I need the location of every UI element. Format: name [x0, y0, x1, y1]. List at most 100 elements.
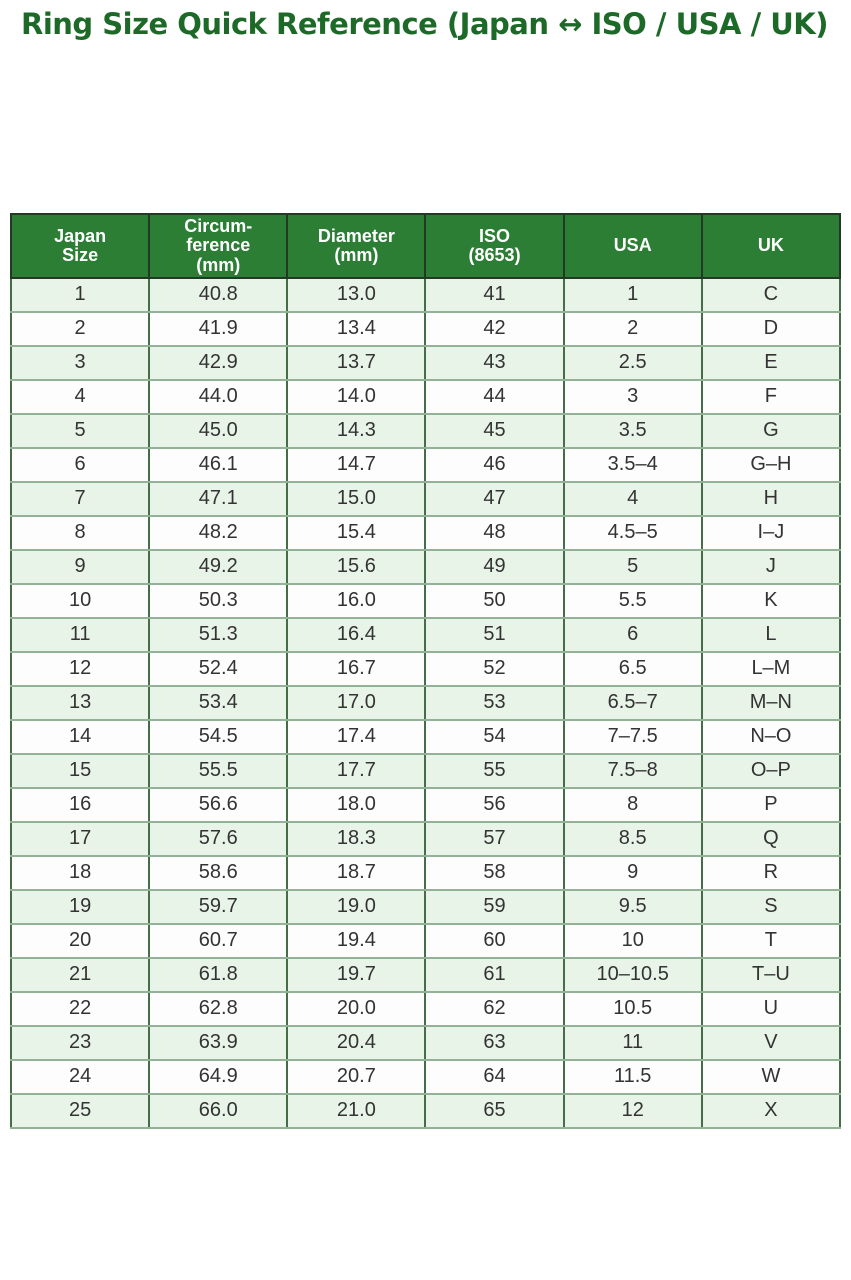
cell-iso: 48 — [424, 514, 565, 551]
cell-japan-size: 14 — [9, 718, 151, 755]
cell-circumference: 47.1 — [148, 480, 289, 517]
table-row: 8 48.2 15.4 48 4.5–5 I–J — [9, 514, 842, 551]
table-row: 6 46.1 14.7 46 3.5–4 G–H — [9, 446, 842, 483]
cell-japan-size: 8 — [9, 514, 151, 551]
cell-circumference: 40.8 — [148, 276, 289, 313]
cell-circumference: 44.0 — [148, 378, 289, 415]
cell-usa: 9.5 — [562, 888, 703, 925]
cell-iso: 58 — [424, 854, 565, 891]
cell-japan-size: 12 — [9, 650, 151, 687]
cell-uk: C — [700, 276, 842, 313]
cell-japan-size: 2 — [9, 310, 151, 347]
cell-circumference: 48.2 — [148, 514, 289, 551]
cell-uk: X — [700, 1092, 842, 1129]
cell-circumference: 46.1 — [148, 446, 289, 483]
cell-usa: 6 — [562, 616, 703, 653]
cell-circumference: 49.2 — [148, 548, 289, 585]
cell-uk: H — [700, 480, 842, 517]
cell-iso: 64 — [424, 1058, 565, 1095]
table-row: 23 63.9 20.4 63 11 V — [9, 1024, 842, 1061]
cell-uk: T–U — [700, 956, 842, 993]
cell-diameter: 18.3 — [286, 820, 427, 857]
cell-diameter: 15.4 — [286, 514, 427, 551]
table-row: 2 41.9 13.4 42 2 D — [9, 310, 842, 347]
cell-iso: 57 — [424, 820, 565, 857]
cell-uk: T — [700, 922, 842, 959]
cell-usa: 6.5–7 — [562, 684, 703, 721]
cell-usa: 3.5 — [562, 412, 703, 449]
cell-iso: 54 — [424, 718, 565, 755]
table-row: 21 61.8 19.7 61 10–10.5 T–U — [9, 956, 842, 993]
cell-usa: 5.5 — [562, 582, 703, 619]
cell-circumference: 51.3 — [148, 616, 289, 653]
cell-diameter: 17.0 — [286, 684, 427, 721]
cell-diameter: 19.4 — [286, 922, 427, 959]
cell-usa: 1 — [562, 276, 703, 313]
table-row: 5 45.0 14.3 45 3.5 G — [9, 412, 842, 449]
table-row: 12 52.4 16.7 52 6.5 L–M — [9, 650, 842, 687]
cell-uk: N–O — [700, 718, 842, 755]
cell-japan-size: 13 — [9, 684, 151, 721]
cell-usa: 7–7.5 — [562, 718, 703, 755]
col-header-iso: ISO (8653) — [424, 213, 565, 279]
cell-usa: 10.5 — [562, 990, 703, 1027]
cell-japan-size: 23 — [9, 1024, 151, 1061]
cell-circumference: 63.9 — [148, 1024, 289, 1061]
cell-iso: 63 — [424, 1024, 565, 1061]
cell-iso: 62 — [424, 990, 565, 1027]
table-row: 25 66.0 21.0 65 12 X — [9, 1092, 842, 1129]
table-head: Japan Size Circum- ference (mm) Diameter… — [9, 213, 842, 279]
cell-diameter: 16.0 — [286, 582, 427, 619]
cell-japan-size: 16 — [9, 786, 151, 823]
cell-diameter: 16.7 — [286, 650, 427, 687]
page-title: Ring Size Quick Reference (Japan ↔ ISO /… — [21, 7, 829, 41]
cell-diameter: 20.7 — [286, 1058, 427, 1095]
cell-circumference: 55.5 — [148, 752, 289, 789]
cell-diameter: 20.0 — [286, 990, 427, 1027]
table-row: 20 60.7 19.4 60 10 T — [9, 922, 842, 959]
cell-japan-size: 19 — [9, 888, 151, 925]
cell-usa: 3 — [562, 378, 703, 415]
cell-iso: 61 — [424, 956, 565, 993]
cell-japan-size: 5 — [9, 412, 151, 449]
cell-usa: 10 — [562, 922, 703, 959]
table-row: 9 49.2 15.6 49 5 J — [9, 548, 842, 585]
cell-diameter: 14.0 — [286, 378, 427, 415]
cell-japan-size: 4 — [9, 378, 151, 415]
cell-uk: G — [700, 412, 842, 449]
cell-diameter: 13.7 — [286, 344, 427, 381]
cell-circumference: 45.0 — [148, 412, 289, 449]
table-row: 4 44.0 14.0 44 3 F — [9, 378, 842, 415]
cell-japan-size: 3 — [9, 344, 151, 381]
cell-japan-size: 25 — [9, 1092, 151, 1129]
cell-diameter: 19.0 — [286, 888, 427, 925]
cell-iso: 56 — [424, 786, 565, 823]
cell-iso: 51 — [424, 616, 565, 653]
cell-japan-size: 17 — [9, 820, 151, 857]
cell-uk: G–H — [700, 446, 842, 483]
cell-iso: 41 — [424, 276, 565, 313]
table-row: 7 47.1 15.0 47 4 H — [9, 480, 842, 517]
table-row: 15 55.5 17.7 55 7.5–8 O–P — [9, 752, 842, 789]
cell-uk: S — [700, 888, 842, 925]
cell-diameter: 13.4 — [286, 310, 427, 347]
cell-uk: O–P — [700, 752, 842, 789]
table-row: 11 51.3 16.4 51 6 L — [9, 616, 842, 653]
cell-iso: 52 — [424, 650, 565, 687]
cell-japan-size: 21 — [9, 956, 151, 993]
cell-japan-size: 24 — [9, 1058, 151, 1095]
cell-japan-size: 10 — [9, 582, 151, 619]
cell-iso: 50 — [424, 582, 565, 619]
cell-circumference: 62.8 — [148, 990, 289, 1027]
col-header-japan-size: Japan Size — [9, 213, 151, 279]
cell-circumference: 61.8 — [148, 956, 289, 993]
cell-diameter: 21.0 — [286, 1092, 427, 1129]
cell-iso: 42 — [424, 310, 565, 347]
cell-usa: 3.5–4 — [562, 446, 703, 483]
table-row: 24 64.9 20.7 64 11.5 W — [9, 1058, 842, 1095]
cell-diameter: 16.4 — [286, 616, 427, 653]
cell-japan-size: 1 — [9, 276, 151, 313]
col-header-usa: USA — [562, 213, 703, 279]
cell-circumference: 54.5 — [148, 718, 289, 755]
cell-usa: 9 — [562, 854, 703, 891]
